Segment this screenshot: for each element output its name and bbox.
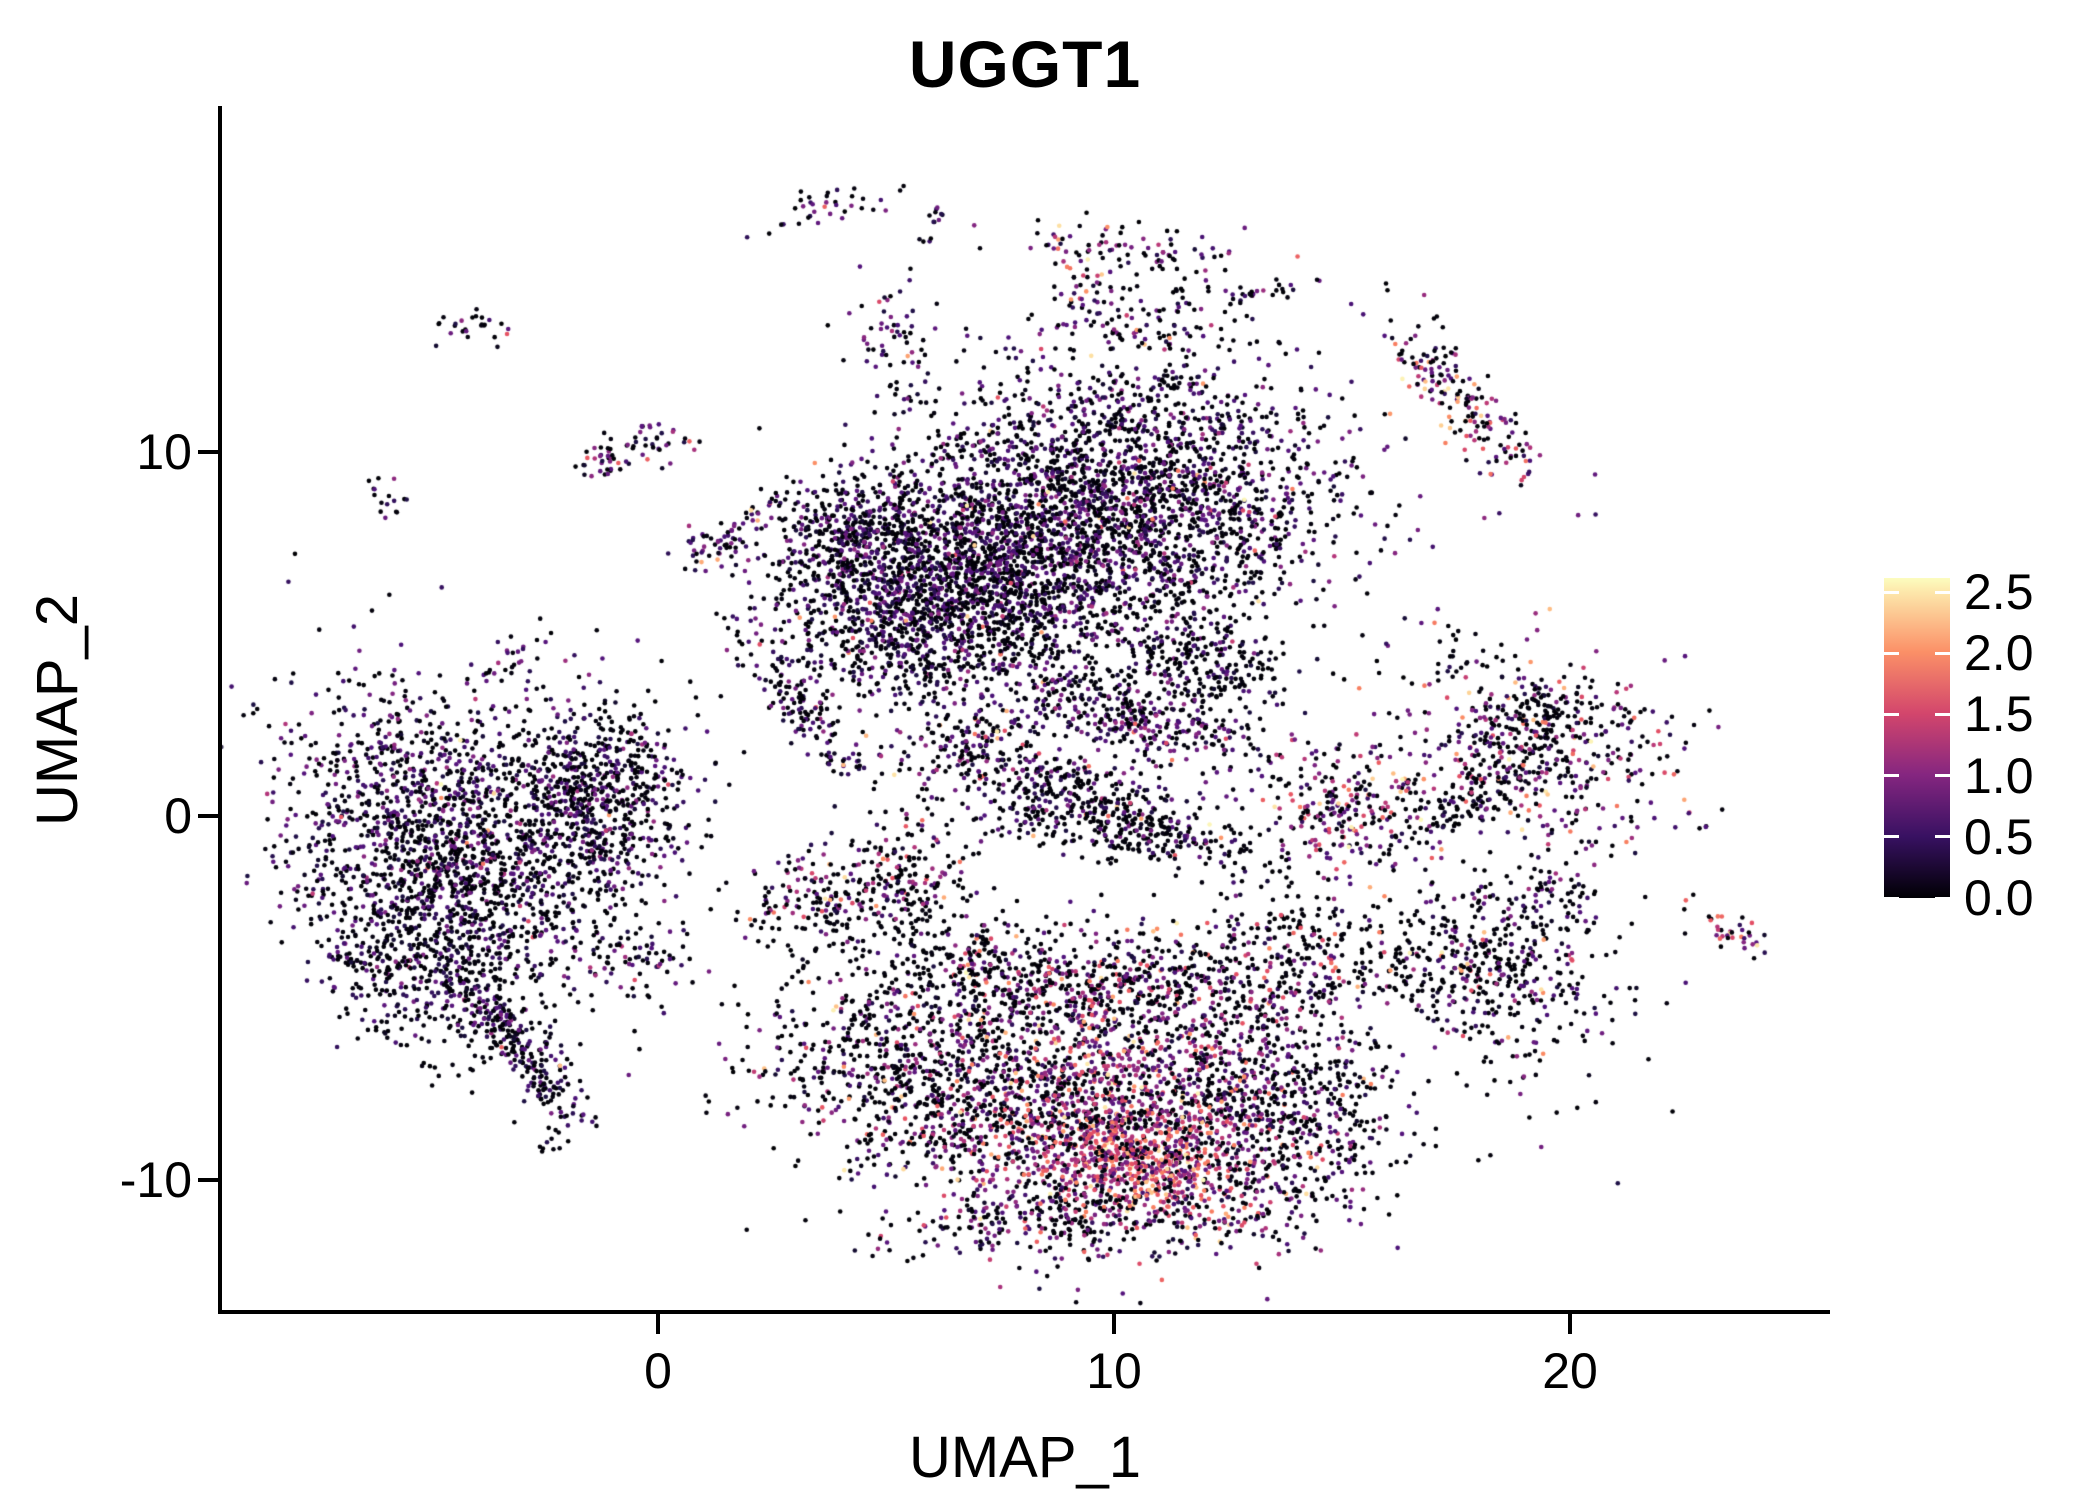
y-tick-label: -10 (119, 1152, 192, 1208)
colorbar-tick-label: 2.5 (1964, 564, 2034, 620)
y-tick-mark (198, 1178, 218, 1182)
colorbar-tick-dash (1935, 774, 1950, 778)
colorbar-tick-dash (1935, 590, 1950, 594)
colorbar-tick-dash (1884, 651, 1899, 655)
x-tick-mark (1112, 1314, 1116, 1334)
colorbar-gradient (1884, 578, 1950, 898)
y-axis-title: UMAP_2 (25, 593, 90, 827)
plot-title: UGGT1 (908, 27, 1142, 101)
y-axis-line (218, 106, 222, 1314)
y-tick-mark (198, 450, 218, 454)
colorbar-tick-dash (1935, 651, 1950, 655)
x-tick-mark (1568, 1314, 1572, 1334)
colorbar-tick-dash (1884, 774, 1899, 778)
colorbar-tick-dash (1935, 896, 1950, 900)
colorbar-tick-dash (1884, 712, 1899, 716)
colorbar-tick-label: 0.5 (1964, 808, 2034, 865)
x-axis-title: UMAP_1 (908, 1425, 1142, 1490)
x-tick-label: 0 (644, 1343, 672, 1399)
x-axis-line (218, 1310, 1830, 1314)
colorbar-tick-label: 1.5 (1964, 686, 2034, 743)
colorbar-tick-label: 1.0 (1964, 747, 2034, 804)
y-tick-label: 10 (136, 424, 192, 480)
colorbar-tick-label: 2.0 (1964, 625, 2034, 682)
x-tick-label: 20 (1542, 1343, 1598, 1399)
colorbar-tick-dash (1884, 835, 1899, 839)
x-tick-mark (656, 1314, 660, 1334)
colorbar-tick-label: 0.0 (1964, 870, 2034, 926)
y-tick-mark (198, 814, 218, 818)
colorbar-tick-dash (1884, 590, 1899, 594)
y-tick-label: 0 (164, 788, 192, 844)
colorbar-tick-dash (1935, 835, 1950, 839)
colorbar-tick-dash (1884, 896, 1899, 900)
x-tick-label: 10 (1086, 1343, 1142, 1399)
colorbar-tick-dash (1935, 712, 1950, 716)
